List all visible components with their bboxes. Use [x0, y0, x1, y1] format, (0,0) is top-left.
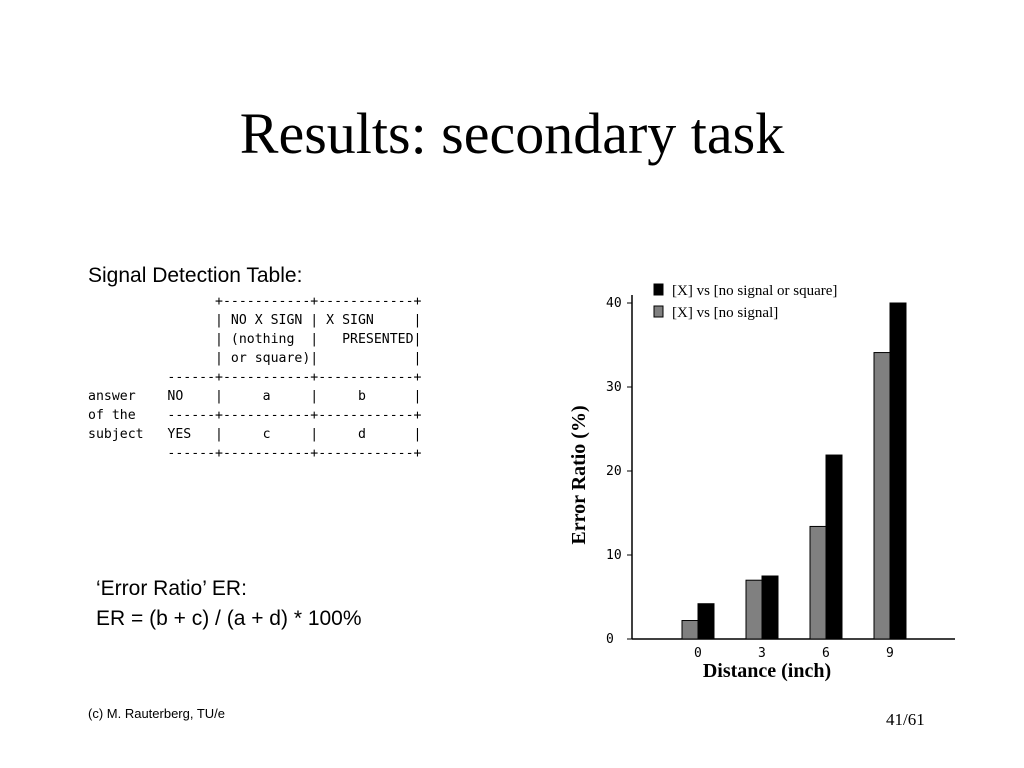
page-number: 41/61	[886, 710, 925, 729]
y-tick-label: 0	[606, 632, 614, 647]
signal-detection-table: +-----------+------------+ | NO X SIGN |…	[88, 294, 422, 461]
x-tick-label: 6	[822, 646, 830, 661]
y-tick-label: 10	[606, 548, 622, 563]
error-ratio-label: ‘Error Ratio’ ER:	[96, 577, 247, 600]
footer-copyright: (c) M. Rauterberg, TU/e	[88, 706, 226, 721]
y-tick-label: 30	[606, 380, 622, 395]
bar-no-signal-or-square-9	[889, 302, 907, 640]
legend-label: [X] vs [no signal]	[672, 305, 778, 321]
error-ratio-block: ‘Error Ratio’ ER: ER = (b + c) / (a + d)…	[96, 574, 362, 634]
legend-swatch	[653, 305, 664, 318]
bar-no-signal-3	[745, 579, 763, 640]
bar-no-signal-or-square-0	[697, 603, 715, 640]
legend-label: [X] vs [no signal or square]	[672, 283, 837, 299]
x-tick-label: 3	[758, 646, 766, 661]
bar-no-signal-or-square-3	[761, 575, 779, 640]
y-tick-label: 20	[606, 464, 622, 479]
y-tick-label: 40	[606, 296, 622, 311]
bar-no-signal-or-square-6	[825, 454, 843, 640]
slide-title: Results: secondary task	[239, 101, 785, 166]
signal-table-label: Signal Detection Table:	[88, 264, 303, 287]
y-axis-title: Error Ratio (%)	[568, 405, 590, 544]
bar-no-signal-0	[681, 620, 699, 640]
legend-swatch	[653, 283, 664, 296]
x-axis-title: Distance (inch)	[703, 660, 831, 682]
x-tick-label: 0	[694, 646, 702, 661]
bar-no-signal-9	[873, 352, 891, 640]
bar-no-signal-6	[809, 525, 827, 640]
error-ratio-bar-chart: 0 10 20 30 40 0 3 6 9 Distance (inch) Error Ratio …	[568, 283, 955, 682]
x-tick-label: 9	[886, 646, 894, 661]
error-ratio-formula: ER = (b + c) / (a + d) * 100%	[96, 607, 362, 630]
